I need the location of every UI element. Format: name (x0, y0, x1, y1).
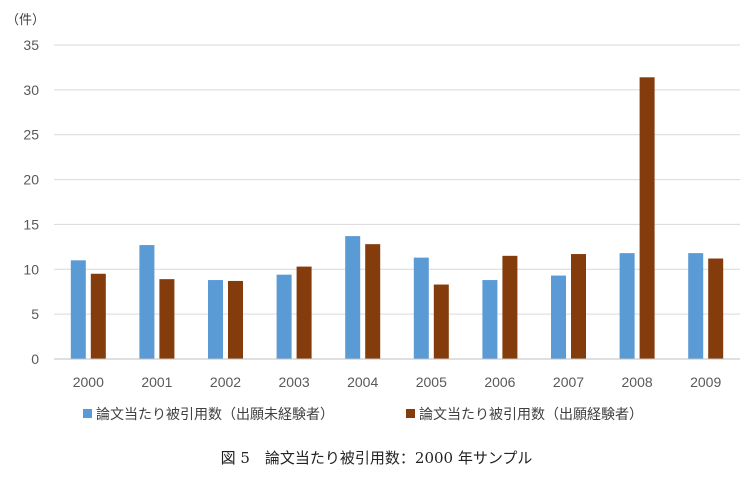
y-tick-label: 10 (23, 261, 39, 277)
x-tick-label: 2009 (690, 374, 721, 390)
bar-non-applicant-2003 (276, 274, 292, 359)
bar-non-applicant-2007 (551, 275, 566, 359)
x-axis-ticks: 2000 2001 2002 2003 2004 2005 2006 2007 2008 2009 (73, 374, 722, 390)
legend-label: 論文当たり被引用数（出願経験者） (419, 407, 643, 423)
x-tick-label: 2003 (279, 374, 310, 390)
y-tick-label: 35 (23, 37, 39, 53)
y-tick-label: 5 (31, 306, 39, 322)
x-tick-label: 2004 (347, 374, 378, 390)
x-tick-label: 2000 (73, 374, 104, 390)
x-tick-label: 2007 (553, 374, 584, 390)
y-tick-label: 30 (23, 82, 39, 98)
y-tick-label: 20 (23, 172, 39, 188)
bar-non-applicant-2008 (619, 253, 635, 359)
bar-applicant-2000 (90, 273, 106, 359)
x-tick-label: 2008 (622, 374, 653, 390)
bar-applicant-2004 (365, 244, 381, 359)
y-axis-unit-label: （件） (6, 13, 45, 28)
legend-swatch (83, 409, 92, 418)
bar-non-applicant-2004 (345, 236, 361, 359)
y-axis-ticks: 0 5 10 15 20 25 30 35 (23, 37, 39, 367)
x-tick-label: 2006 (484, 374, 515, 390)
y-tick-label: 0 (31, 351, 39, 367)
legend-label: 論文当たり被引用数（出願未経験者） (96, 407, 334, 423)
bar-non-applicant-2000 (70, 260, 86, 359)
x-tick-label: 2005 (416, 374, 447, 390)
bar-non-applicant-2009 (688, 253, 704, 359)
legend: 論文当たり被引用数（出願未経験者） 論文当たり被引用数（出願経験者） (83, 407, 643, 423)
bar-applicant-2009 (708, 258, 724, 359)
x-tick-label: 2001 (141, 374, 172, 390)
bar-non-applicant-2006 (482, 280, 498, 359)
bar-applicant-2003 (296, 266, 312, 359)
bar-applicant-2001 (159, 279, 175, 359)
gridlines (54, 44, 740, 315)
bar-applicant-2006 (502, 255, 518, 359)
bar-non-applicant-2001 (139, 245, 155, 359)
bar-applicant-2002 (228, 280, 243, 359)
y-tick-label: 15 (23, 216, 39, 232)
bar-applicant-2005 (433, 284, 449, 359)
bar-applicant-2008 (639, 77, 655, 359)
y-tick-label: 25 (23, 127, 39, 143)
figure-caption: 図 5 論文当たり被引用数：2000 年サンプル (220, 449, 533, 467)
bar-non-applicant-2002 (208, 280, 223, 359)
bar-applicant-2007 (571, 254, 586, 359)
x-tick-label: 2002 (210, 374, 241, 390)
legend-swatch (406, 409, 415, 418)
bars (70, 77, 724, 359)
bar-non-applicant-2005 (413, 257, 429, 359)
